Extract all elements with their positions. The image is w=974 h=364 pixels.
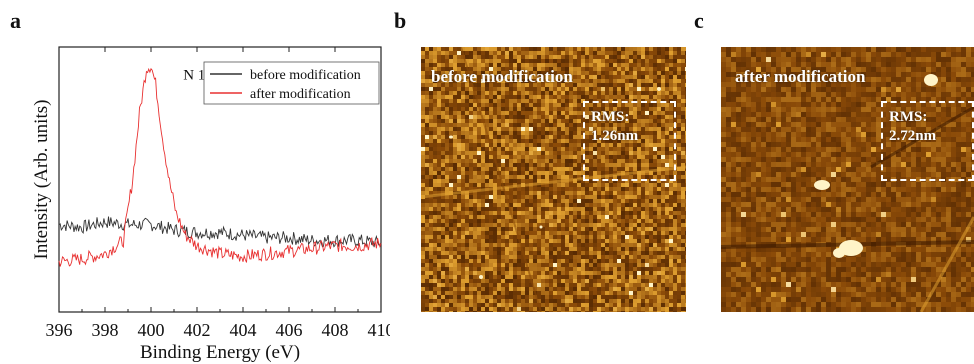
x-tick-label-400: 400 (138, 320, 165, 340)
legend-label-2: after modification (250, 87, 351, 102)
x-tick-label-402: 402 (184, 320, 211, 340)
rms-value-after: 2.72nm (889, 128, 937, 144)
rms-value-before: 1.26nm (591, 128, 639, 144)
series-line-2 (58, 67, 382, 267)
rms-box-after: RMS: 2.72nm (881, 101, 974, 181)
x-tick-label-408: 408 (322, 320, 349, 340)
x-tick-label-398: 398 (92, 320, 119, 340)
afm-title-after: after modification (735, 67, 866, 86)
rms-label-before: RMS: (591, 109, 630, 125)
afm-image-after: after modification RMS: 2.72nm (721, 47, 974, 312)
afm-image-before: before modification RMS: 1.26nm (421, 47, 686, 312)
y-axis-label: Intensity (Arb. units) (31, 100, 52, 260)
rms-box-before: RMS: 1.26nm (583, 101, 676, 181)
afm-title-before: before modification (431, 67, 573, 86)
x-tick-label-410: 410 (368, 320, 391, 340)
legend-label-1: before modification (250, 68, 361, 83)
panel-label-a: a (10, 8, 21, 33)
legend-box (203, 61, 380, 105)
xps-chart: 396 398 400 402 404 406 408 410 Binding Energy (… (31, 46, 391, 363)
panel-label-c: c (694, 8, 704, 33)
rms-readout-after: RMS: 2.72nm (889, 108, 936, 146)
rms-label-after: RMS: (889, 109, 928, 125)
rms-readout-before: RMS: 1.26nm (591, 108, 638, 146)
series-line-1 (58, 216, 382, 248)
x-tick-label-406: 406 (276, 320, 303, 340)
panel-label-b: b (394, 8, 407, 33)
x-tick-label-396: 396 (46, 320, 73, 340)
x-axis-label: Binding Energy (eV) (140, 342, 300, 363)
x-tick-label-404: 404 (230, 320, 257, 340)
